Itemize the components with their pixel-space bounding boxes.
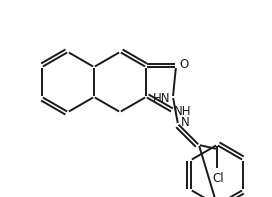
Text: NH: NH <box>174 104 191 117</box>
Text: Cl: Cl <box>212 172 224 185</box>
Text: HN: HN <box>152 93 170 106</box>
Text: N: N <box>181 115 190 128</box>
Text: O: O <box>179 59 188 72</box>
